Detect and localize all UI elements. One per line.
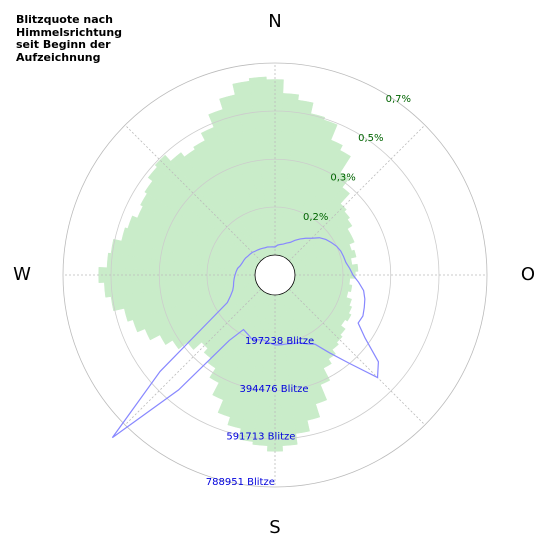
bar [248,76,275,256]
y2-tick-label: 197238 Blitze [245,336,314,347]
grid-spoke [288,288,426,426]
y-tick-label: 0,7% [386,94,411,105]
y2-tick-label: 788951 Blitze [206,477,275,488]
center-hole [254,254,296,296]
y2-tick-label: 394476 Blitze [239,384,308,395]
y-tick-label: 0,3% [330,173,355,184]
grid-spoke [124,288,262,426]
grid-ring [158,158,392,392]
y2-tick-label: 591713 Blitze [226,431,295,442]
direction-label: S [269,517,280,538]
direction-label: N [268,11,281,32]
direction-label: O [521,264,535,285]
y-tick-label: 0,2% [303,212,328,223]
grid-spoke [124,124,262,262]
direction-label: W [13,264,31,285]
line [111,237,380,439]
grid-ring [62,62,488,488]
chart-title: Blitzquote nach Himmelsrichtung seit Beg… [16,13,123,64]
y-tick-label: 0,5% [358,133,383,144]
